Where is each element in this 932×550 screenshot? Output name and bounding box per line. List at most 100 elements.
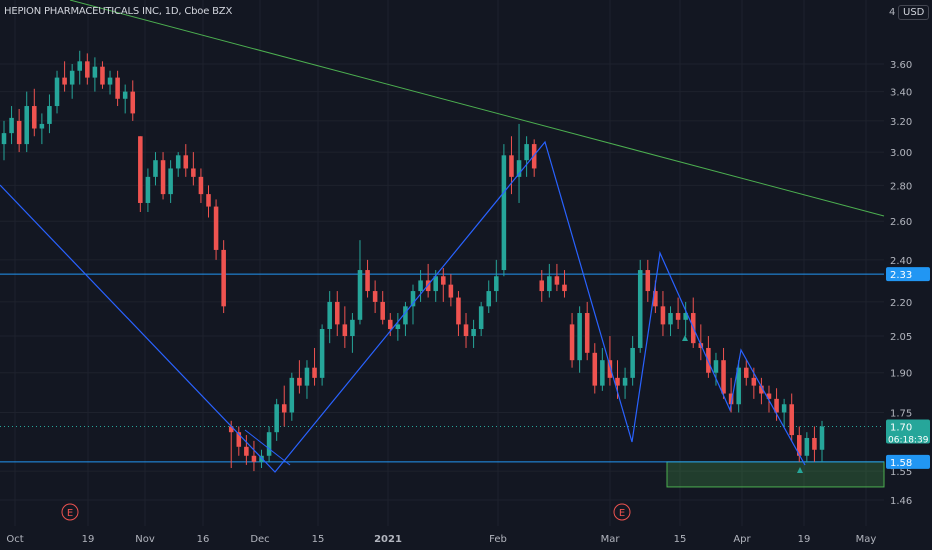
candle-body[interactable] (259, 455, 264, 462)
candle-body[interactable] (531, 144, 537, 169)
candle-body[interactable] (509, 155, 514, 177)
candle-body[interactable] (191, 168, 196, 177)
candle-body[interactable] (781, 404, 787, 413)
candle-body[interactable] (569, 324, 575, 361)
candle-body[interactable] (683, 313, 688, 320)
candle-body[interactable] (797, 435, 802, 456)
candle-body[interactable] (713, 360, 719, 373)
candle-body[interactable] (115, 77, 120, 99)
earnings-marker-icon[interactable] (61, 503, 79, 521)
earnings-marker-icon[interactable] (613, 503, 631, 521)
candle-body[interactable] (39, 123, 45, 129)
candle-body[interactable] (463, 324, 469, 337)
candle-body[interactable] (85, 61, 90, 78)
candle-body[interactable] (297, 377, 302, 386)
candle-body[interactable] (403, 306, 408, 325)
candle-body[interactable] (410, 291, 416, 307)
candle-body[interactable] (24, 106, 29, 145)
candle-body[interactable] (630, 347, 635, 378)
candle-body[interactable] (365, 270, 370, 292)
candle-body[interactable] (206, 194, 211, 207)
candle-body[interactable] (721, 360, 726, 394)
candle-body[interactable] (577, 313, 582, 361)
candle-body[interactable] (600, 360, 605, 386)
candle-body[interactable] (274, 404, 279, 433)
candle-body[interactable] (751, 377, 757, 386)
candle-body[interactable] (728, 393, 734, 405)
candle-body[interactable] (562, 284, 567, 292)
candle-body[interactable] (539, 280, 545, 292)
candle-body[interactable] (668, 313, 673, 325)
candle-body[interactable] (183, 155, 189, 169)
candle-body[interactable] (32, 106, 37, 129)
candle-body[interactable] (516, 160, 522, 177)
candle-body[interactable] (350, 319, 355, 337)
candle-body[interactable] (645, 270, 651, 292)
candle-body[interactable] (107, 77, 113, 85)
candle-body[interactable] (342, 324, 348, 337)
candle-body[interactable] (653, 291, 658, 307)
candle-body[interactable] (388, 319, 393, 330)
candle-body[interactable] (138, 136, 143, 203)
candle-body[interactable] (637, 270, 643, 348)
candle-body[interactable] (175, 155, 181, 169)
candle-body[interactable] (622, 377, 628, 386)
candle-body[interactable] (395, 324, 401, 330)
candle-body[interactable] (62, 77, 67, 85)
candle-body[interactable] (494, 276, 499, 292)
candle-body[interactable] (92, 66, 98, 78)
candle-body[interactable] (743, 367, 749, 378)
candle-body[interactable] (289, 377, 295, 413)
candle-body[interactable] (304, 367, 310, 386)
candle-body[interactable] (736, 367, 741, 405)
candle-body[interactable] (418, 280, 423, 292)
candle-body[interactable] (160, 160, 166, 195)
candle-body[interactable] (804, 437, 810, 456)
candle-body[interactable] (198, 176, 204, 195)
candle-body[interactable] (327, 301, 332, 330)
candle-body[interactable] (789, 404, 794, 436)
candle-body[interactable] (334, 301, 340, 325)
candle-body[interactable] (456, 297, 461, 325)
candle-body[interactable] (812, 437, 817, 450)
candle-body[interactable] (312, 367, 317, 378)
candle-body[interactable] (607, 360, 613, 378)
candle-body[interactable] (660, 306, 666, 325)
candle-body[interactable] (759, 385, 764, 394)
candle-body[interactable] (244, 446, 249, 456)
candle-body[interactable] (54, 77, 60, 107)
candle-body[interactable] (145, 176, 151, 203)
candle-body[interactable] (122, 91, 128, 99)
candle-body[interactable] (9, 117, 14, 134)
candle-body[interactable] (501, 155, 507, 271)
current-price-label-bg[interactable] (886, 419, 930, 444)
candle-body[interactable] (372, 291, 378, 302)
candle-body[interactable] (281, 404, 287, 413)
candle-body[interactable] (228, 426, 234, 433)
candle-body[interactable] (675, 313, 681, 320)
candle-body[interactable] (130, 91, 136, 114)
candle-body[interactable] (448, 284, 454, 298)
candle-body[interactable] (380, 301, 385, 320)
candle-body[interactable] (471, 329, 476, 337)
resistance-price-label-bg[interactable] (886, 267, 930, 282)
candle-body[interactable] (100, 66, 105, 85)
candle-body[interactable] (251, 455, 257, 462)
candle-body[interactable] (774, 398, 779, 413)
candle-body[interactable] (47, 106, 52, 124)
candle-body[interactable] (819, 426, 825, 450)
support-price-label-bg[interactable] (886, 454, 930, 469)
candle-body[interactable] (168, 168, 173, 195)
candle-body[interactable] (1, 133, 7, 145)
candle-body[interactable] (547, 276, 552, 292)
candle-body[interactable] (357, 270, 363, 320)
candle-body[interactable] (236, 432, 242, 447)
candle-body[interactable] (615, 377, 620, 386)
candle-body[interactable] (153, 160, 158, 177)
candle-body[interactable] (592, 352, 598, 386)
candle-body[interactable] (77, 61, 83, 71)
currency-badge[interactable]: USD (898, 5, 930, 20)
candle-body[interactable] (16, 120, 22, 145)
